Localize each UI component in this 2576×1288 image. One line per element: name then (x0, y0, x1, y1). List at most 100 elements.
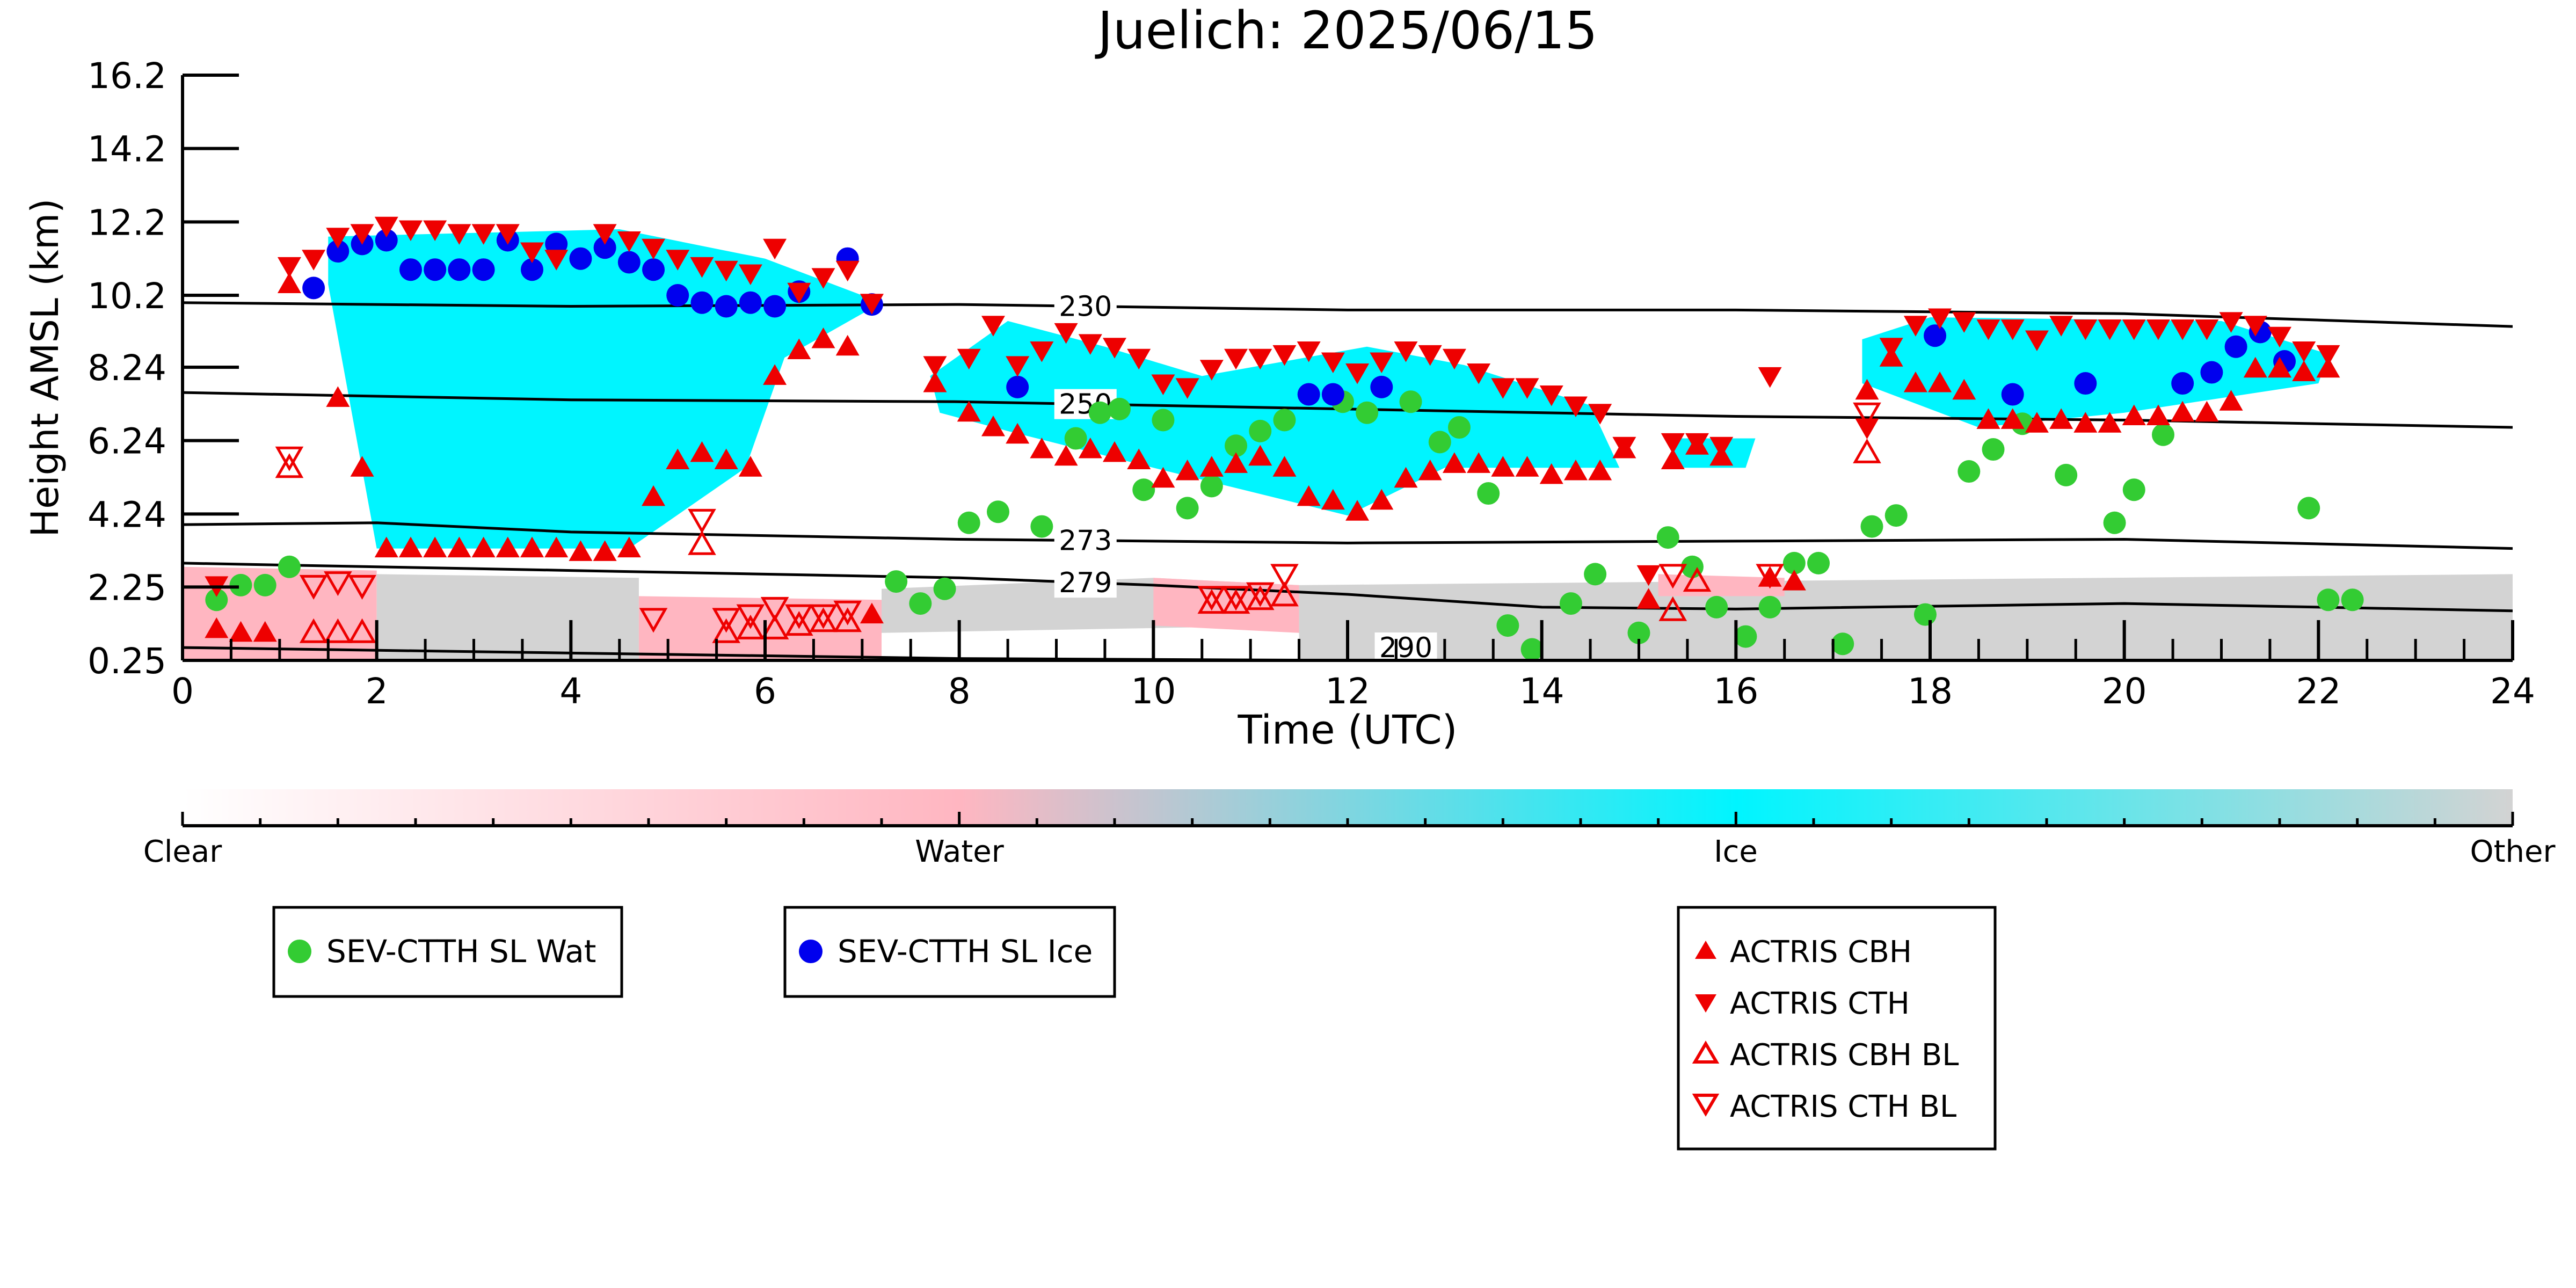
point-actris-cth-bl (784, 604, 813, 629)
point-actris-cth (471, 224, 496, 245)
point-actris-cth (981, 316, 1005, 337)
point-sev-ctth-sl-wat (909, 592, 932, 615)
point-sev-ctth-sl-ice (326, 240, 350, 263)
point-actris-cbh (520, 536, 544, 558)
x-tick-label: 8 (948, 671, 971, 712)
point-actris-cth-bl (1270, 564, 1299, 589)
point-actris-cth-bl (809, 604, 838, 629)
point-actris-cth (1855, 418, 1879, 440)
point-actris-cth (1928, 308, 1952, 330)
point-actris-cth (350, 224, 374, 245)
point-actris-cbh (787, 338, 811, 360)
point-actris-cth-bl (736, 604, 765, 629)
point-sev-ctth-sl-ice (545, 232, 568, 256)
point-actris-cth-bl (1197, 586, 1226, 611)
point-actris-cbh (2316, 356, 2340, 378)
point-actris-cbh (1006, 423, 1030, 444)
legend-label-cbh-bl: ACTRIS CBH BL (1730, 1038, 1959, 1073)
point-actris-cbh-bl (348, 618, 376, 643)
point-actris-cbh (811, 328, 835, 348)
point-actris-cbh (1054, 445, 1078, 466)
point-actris-cth (496, 224, 520, 245)
point-actris-cbh (374, 536, 398, 558)
point-actris-cbh (1199, 456, 1224, 477)
point-actris-cth-bl (639, 608, 668, 633)
point-actris-cth-bl (1756, 564, 1784, 589)
point-sev-ctth-sl-ice (666, 284, 689, 307)
point-actris-cth (1151, 374, 1175, 396)
point-actris-cbh-bl (1197, 589, 1226, 614)
point-actris-cth (398, 220, 423, 242)
y-tick-label: 14.2 (88, 129, 166, 170)
point-actris-cth-bl (833, 600, 862, 625)
point-actris-cbh-bl (1221, 589, 1250, 614)
point-actris-cth-bl (348, 574, 376, 600)
point-actris-cbh-bl (275, 453, 304, 478)
y-tick-label: 8.24 (88, 347, 166, 389)
contour-label-bg (1054, 567, 1117, 598)
point-actris-cth (642, 238, 666, 260)
point-actris-cbh (2268, 356, 2291, 378)
point-sev-ctth-sl-ice (2200, 361, 2223, 384)
chart-title: Juelich: 2025/06/15 (1095, 1, 1597, 61)
point-actris-cbh (447, 536, 471, 558)
point-sev-ctth-sl-wat (1152, 409, 1175, 432)
point-actris-cth (1078, 334, 1102, 355)
point-actris-cth (1661, 433, 1685, 454)
point-sev-ctth-sl-wat (1225, 434, 1248, 457)
point-actris-cbh (1515, 456, 1539, 477)
point-actris-cth (666, 250, 690, 271)
point-actris-cth (1345, 363, 1370, 384)
point-actris-cth (1709, 436, 1734, 458)
point-sev-ctth-sl-wat (1958, 460, 1981, 483)
point-sev-ctth-sl-wat (1088, 401, 1111, 424)
point-actris-cth (520, 242, 544, 264)
point-actris-cbh-bl (833, 607, 862, 632)
point-actris-cbh (1636, 588, 1661, 609)
point-actris-cbh (423, 536, 447, 558)
point-actris-cth (2292, 341, 2316, 362)
point-actris-cbh (2098, 412, 2122, 433)
point-actris-cth (1515, 378, 1539, 399)
point-actris-cth (374, 216, 398, 238)
point-actris-cbh (2243, 356, 2267, 378)
point-actris-cbh (1248, 445, 1272, 466)
contour-label-273: 273 (1059, 525, 1112, 557)
point-actris-cth (1636, 565, 1661, 586)
point-actris-cth-bl (1246, 582, 1275, 607)
point-actris-cth (1321, 352, 1345, 374)
point-sev-ctth-sl-wat (1273, 409, 1296, 432)
point-sev-ctth-sl-wat (1132, 478, 1155, 501)
point-sev-ctth-sl-ice (472, 258, 495, 281)
point-sev-ctth-sl-ice (1297, 383, 1320, 406)
point-actris-cbh (1467, 452, 1491, 473)
point-actris-cth (326, 228, 350, 249)
legend-marker-cth-bl (1692, 1094, 1720, 1117)
point-actris-cth (1903, 316, 1927, 337)
point-actris-cbh (1394, 467, 1418, 488)
contour-230 (183, 301, 2513, 328)
point-sev-ctth-sl-ice (642, 258, 665, 281)
point-actris-cth (860, 294, 884, 315)
point-actris-cth (2243, 316, 2267, 337)
point-actris-cth (544, 250, 569, 271)
x-tick-label: 16 (1713, 671, 1758, 712)
point-actris-cth (2316, 345, 2340, 366)
point-actris-cbh (471, 536, 496, 558)
cloud-region-other (1299, 574, 2513, 660)
point-actris-cth (2073, 319, 2098, 340)
point-actris-cbh (860, 602, 884, 624)
point-actris-cth (1297, 341, 1321, 362)
legend-marker-sev-ice (799, 940, 823, 963)
point-actris-cth-bl (1221, 586, 1250, 611)
point-actris-cbh (544, 536, 569, 558)
colorbar-label-ice: Ice (1714, 834, 1758, 869)
point-actris-cth (835, 260, 860, 282)
x-tick-label: 20 (2102, 671, 2147, 712)
y-tick-label: 0.25 (88, 641, 166, 682)
contour-279 (183, 562, 2513, 613)
point-actris-cth (1685, 433, 1709, 454)
point-actris-cbh (2195, 401, 2219, 422)
point-sev-ctth-sl-wat (957, 511, 980, 534)
